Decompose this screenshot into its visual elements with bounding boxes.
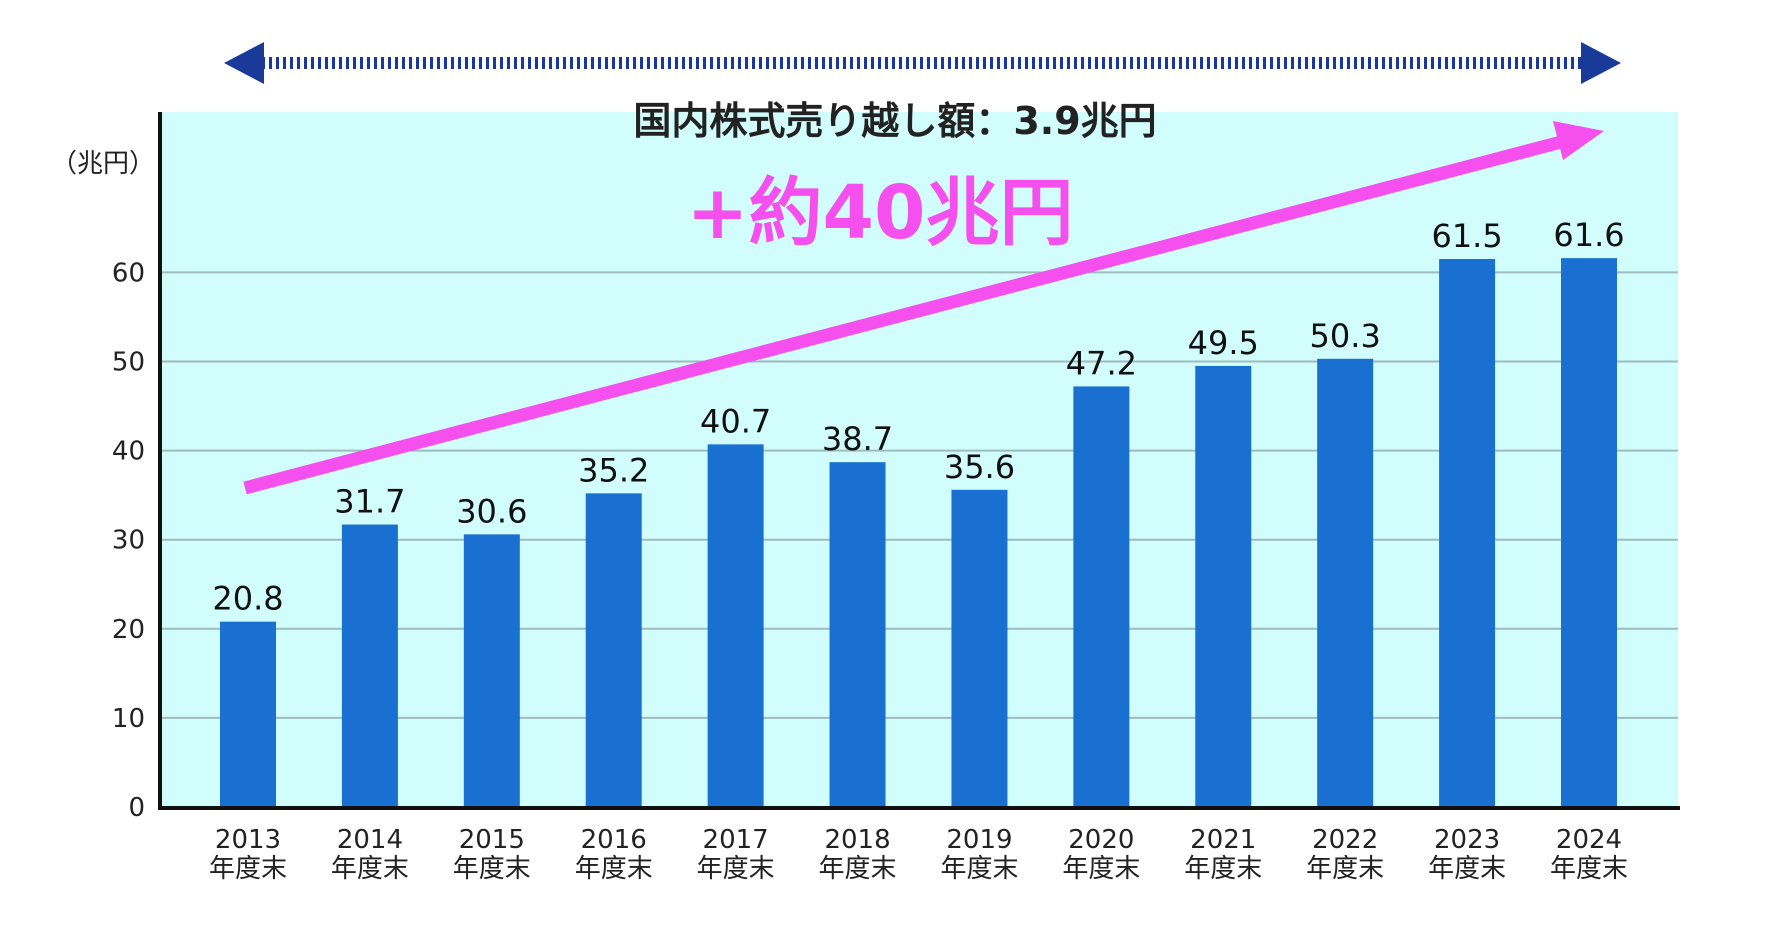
data-label: 49.5 — [1188, 324, 1259, 362]
trend-arrow-head — [1553, 121, 1604, 160]
x-tick-year: 2022 — [1312, 825, 1378, 855]
x-tick-year: 2024 — [1556, 825, 1622, 855]
x-tick-suffix: 年度末 — [819, 854, 897, 884]
x-tick-suffix: 年度末 — [1062, 854, 1140, 884]
bar-2019 — [951, 489, 1008, 807]
x-tick-suffix: 年度末 — [209, 854, 287, 884]
data-label: 61.6 — [1553, 216, 1624, 254]
x-tick-year: 2014 — [337, 825, 403, 855]
x-tick-suffix: 年度末 — [1306, 854, 1384, 884]
y-tick-label: 10 — [112, 704, 145, 734]
bar-2024 — [1561, 258, 1617, 808]
data-label: 40.7 — [700, 402, 771, 440]
bar-2018 — [829, 462, 886, 807]
data-label: 35.2 — [578, 451, 649, 489]
trend-arrow-shaft — [243, 134, 1567, 495]
x-tick-year: 2017 — [703, 825, 769, 855]
span-arrow — [224, 42, 1621, 84]
x-tick-suffix: 年度末 — [697, 854, 775, 884]
x-tick-year: 2019 — [946, 825, 1012, 855]
data-label: 31.7 — [334, 483, 405, 521]
bar-2014 — [341, 524, 398, 807]
data-label: 61.5 — [1431, 217, 1502, 255]
bar-2023 — [1439, 259, 1496, 807]
x-tick-suffix: 年度末 — [1428, 854, 1506, 884]
bar-2013 — [220, 621, 276, 807]
data-label: 30.6 — [456, 492, 527, 530]
x-tick-suffix: 年度末 — [1184, 854, 1262, 884]
trend-arrow — [243, 121, 1604, 495]
bar-2015 — [463, 534, 520, 807]
y-tick-label: 20 — [112, 615, 145, 645]
y-tick-label: 0 — [128, 793, 145, 823]
span-label: 国内株式売り越し額：3.9兆円 — [633, 99, 1156, 143]
x-tick-suffix: 年度末 — [453, 854, 531, 884]
data-label: 50.3 — [1310, 317, 1381, 355]
y-tick-label: 30 — [112, 526, 145, 556]
y-axis-unit-label: （兆円） — [51, 149, 155, 179]
x-tick-suffix: 年度末 — [331, 854, 409, 884]
span-arrow-left-head — [224, 42, 264, 84]
y-tick-label: 40 — [112, 437, 145, 467]
x-tick-year: 2015 — [459, 825, 525, 855]
x-tick-year: 2013 — [215, 825, 281, 855]
y-tick-label: 60 — [112, 258, 145, 288]
y-tick-label: 50 — [112, 347, 145, 377]
x-tick-year: 2018 — [824, 825, 890, 855]
span-arrow-right-head — [1581, 42, 1621, 84]
bar-2020 — [1073, 386, 1130, 807]
x-tick-year: 2016 — [581, 825, 647, 855]
bar-2022 — [1317, 358, 1374, 807]
data-label: 35.6 — [944, 448, 1015, 486]
x-tick-year: 2021 — [1190, 825, 1256, 855]
x-tick-suffix: 年度末 — [575, 854, 653, 884]
bar-2017 — [707, 444, 764, 807]
bar-2021 — [1195, 365, 1252, 807]
bar-2016 — [585, 493, 642, 807]
x-tick-year: 2023 — [1434, 825, 1500, 855]
x-tick-suffix: 年度末 — [940, 854, 1018, 884]
data-label: 20.8 — [212, 580, 283, 618]
plot-background — [160, 112, 1678, 807]
data-label: 38.7 — [822, 420, 893, 458]
data-label: 47.2 — [1066, 344, 1137, 382]
increase-label: +約40兆円 — [687, 170, 1074, 256]
x-tick-year: 2020 — [1068, 825, 1134, 855]
x-tick-suffix: 年度末 — [1550, 854, 1628, 884]
